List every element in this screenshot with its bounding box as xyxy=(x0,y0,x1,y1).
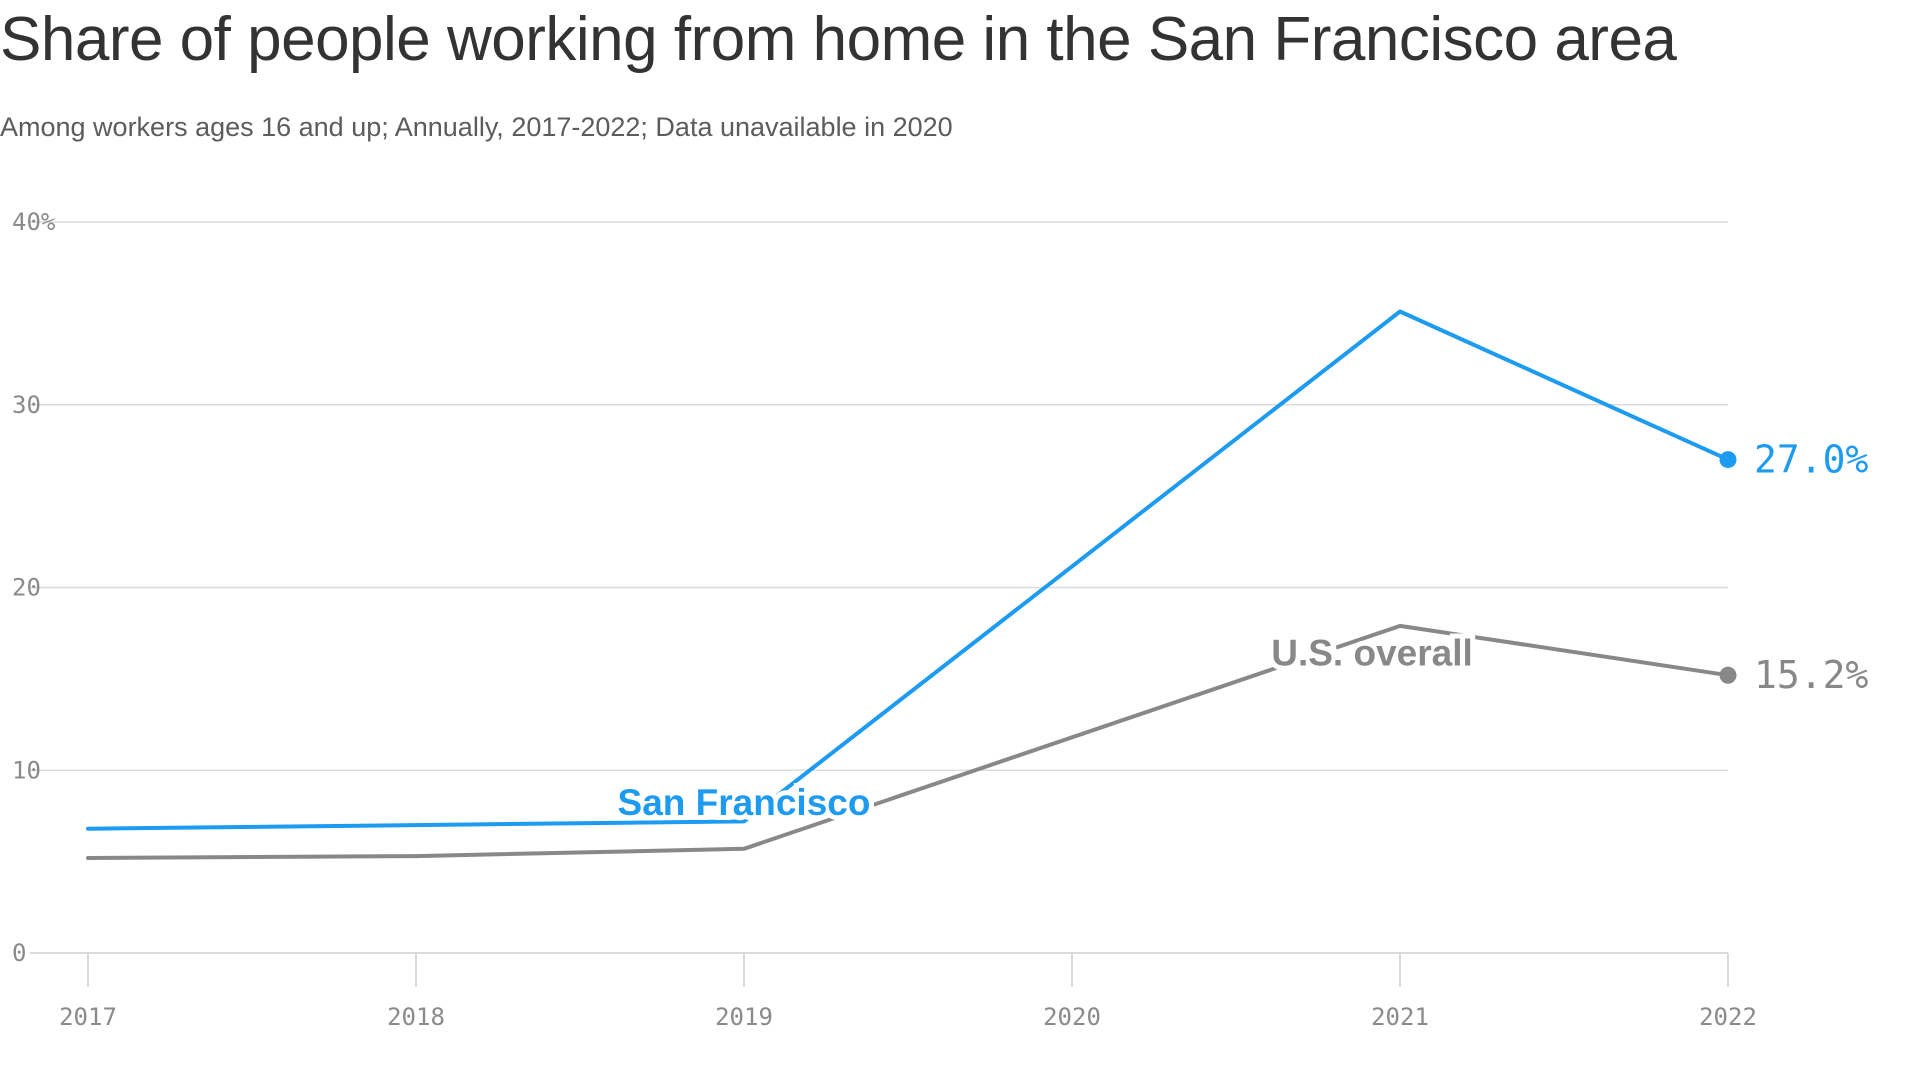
series-line-san-francisco xyxy=(86,309,1730,831)
chart-title: Share of people working from home in the… xyxy=(0,5,1677,74)
y-tick-label: 10 xyxy=(12,756,41,784)
x-tick-label: 2018 xyxy=(387,1003,445,1031)
series-end-point xyxy=(1719,666,1737,684)
x-tick-label: 2020 xyxy=(1043,1003,1101,1031)
y-tick-label: 40% xyxy=(12,208,56,236)
y-tick-label: 0 xyxy=(12,939,26,967)
series-line-us-overall xyxy=(86,623,1730,860)
series-end-label: 27.0% xyxy=(1754,438,1869,482)
chart-subtitle: Among workers ages 16 and up; Annually, … xyxy=(0,112,953,142)
x-tick-label: 2019 xyxy=(715,1003,773,1031)
series-name-label-san-francisco: San Francisco xyxy=(618,782,871,823)
labels: 0 10 20 30 40% 2017 2018 2019 2020 2021 2022 27.0% 1… xyxy=(12,208,1869,1031)
series-lines xyxy=(86,309,1737,860)
x-axis xyxy=(87,953,1729,987)
series-end-label: 15.2% xyxy=(1754,653,1869,697)
x-tick-label: 2017 xyxy=(59,1003,117,1031)
series-end-point xyxy=(1719,451,1737,469)
gridlines xyxy=(30,221,1728,954)
y-tick-label: 20 xyxy=(12,574,41,602)
y-tick-label: 30 xyxy=(12,391,41,419)
series-name-label-us-overall: U.S. overall xyxy=(1271,632,1473,673)
x-tick-label: 2022 xyxy=(1699,1003,1757,1031)
x-tick-label: 2021 xyxy=(1371,1003,1429,1031)
